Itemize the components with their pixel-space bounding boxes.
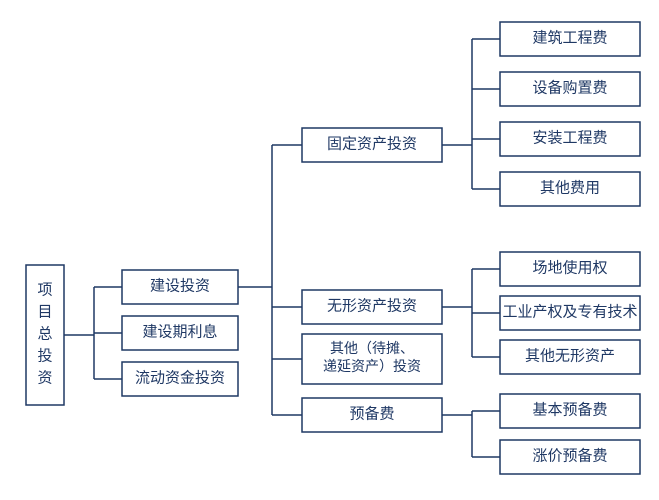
node-label: 建设投资 xyxy=(150,277,210,294)
node-label: 建设期利息 xyxy=(142,323,217,340)
tree-node: 固定资产投资 xyxy=(302,128,442,162)
tree-node: 其他（待摊、递延资产）投资 xyxy=(302,334,442,384)
node-label: 流动资金投资 xyxy=(135,369,225,386)
tree-node: 其他无形资产 xyxy=(500,340,640,374)
tree-node: 设备购置费 xyxy=(500,72,640,106)
node-label: 工业产权及专有技术 xyxy=(502,303,637,320)
node-label: 其他费用 xyxy=(540,179,600,196)
tree-node: 工业产权及专有技术 xyxy=(500,296,640,330)
nodes-layer: 项目总投资建设投资建设期利息流动资金投资固定资产投资无形资产投资其他（待摊、递延… xyxy=(26,22,640,474)
node-label: 项 xyxy=(37,281,52,298)
tree-node: 项目总投资 xyxy=(26,265,64,405)
tree-node: 涨价预备费 xyxy=(500,440,640,474)
node-label: 建筑工程费 xyxy=(532,29,607,46)
node-label: 递延资产）投资 xyxy=(323,359,421,375)
node-label: 场地使用权 xyxy=(532,259,607,276)
node-label: 基本预备费 xyxy=(532,401,607,418)
tree-node: 流动资金投资 xyxy=(122,362,238,396)
tree-node: 基本预备费 xyxy=(500,394,640,428)
node-label: 总 xyxy=(37,325,52,342)
node-label: 涨价预备费 xyxy=(532,447,607,464)
tree-node: 场地使用权 xyxy=(500,252,640,286)
node-label: 预备费 xyxy=(349,405,394,422)
tree-node: 预备费 xyxy=(302,398,442,432)
node-label: 无形资产投资 xyxy=(327,297,417,314)
node-label: 投 xyxy=(37,347,52,364)
node-label: 其他（待摊、 xyxy=(330,341,414,357)
tree-node: 建设期利息 xyxy=(122,316,238,350)
tree-diagram: 项目总投资建设投资建设期利息流动资金投资固定资产投资无形资产投资其他（待摊、递延… xyxy=(0,0,659,500)
tree-node: 其他费用 xyxy=(500,172,640,206)
node-label: 其他无形资产 xyxy=(525,347,615,364)
node-label: 安装工程费 xyxy=(532,129,607,146)
node-label: 目 xyxy=(37,304,52,320)
node-label: 设备购置费 xyxy=(532,79,607,96)
tree-node: 无形资产投资 xyxy=(302,290,442,324)
tree-node: 建设投资 xyxy=(122,270,238,304)
tree-node: 建筑工程费 xyxy=(500,22,640,56)
node-label: 固定资产投资 xyxy=(327,135,417,152)
tree-node: 安装工程费 xyxy=(500,122,640,156)
node-label: 资 xyxy=(37,369,52,386)
